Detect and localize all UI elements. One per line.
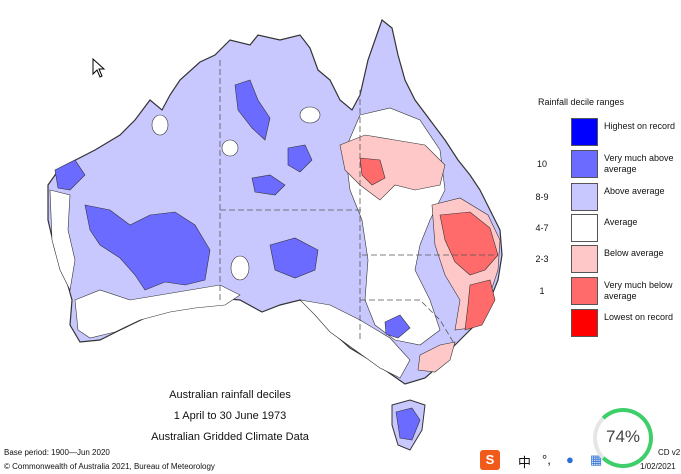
legend-label: Very much above average bbox=[604, 153, 674, 174]
legend-swatch bbox=[571, 245, 598, 273]
white-patch-1 bbox=[221, 139, 239, 157]
battery-percent-badge[interactable]: 74% bbox=[593, 408, 653, 468]
very-much-above-pilbara bbox=[54, 159, 86, 191]
legend-item: 4-7 Average bbox=[520, 214, 680, 242]
caption-title: Australian rainfall deciles bbox=[169, 389, 291, 401]
white-patch-4 bbox=[151, 114, 169, 136]
legend-item: 2-3 Below average bbox=[520, 245, 680, 273]
caption-period: 1 April to 30 June 1973 bbox=[173, 410, 287, 422]
sogou-ime-icon[interactable]: S bbox=[480, 450, 500, 470]
legend-label: Highest on record bbox=[604, 121, 676, 131]
legend-swatch bbox=[571, 214, 598, 242]
base-period: Base period: 1900—Jun 2020 bbox=[4, 448, 110, 457]
legend-label: Very much below average bbox=[604, 280, 673, 301]
legend-item: Highest on record bbox=[520, 118, 680, 146]
below-average-vic bbox=[417, 341, 456, 373]
ime-toolbar: S 中 °, ● ▦ ■ bbox=[470, 448, 681, 474]
very-much-above-nt1 bbox=[234, 79, 271, 141]
white-patch-2 bbox=[299, 106, 321, 124]
very-much-below-qld bbox=[359, 157, 386, 186]
legend-item: 10 Very much above average bbox=[520, 150, 680, 178]
very-much-above-sa bbox=[269, 237, 319, 279]
legend-swatch bbox=[571, 277, 598, 305]
copyright: © Commonwealth of Australia 2021, Bureau… bbox=[4, 462, 215, 471]
legend-swatch bbox=[571, 309, 598, 337]
very-much-above-vic bbox=[384, 314, 411, 339]
legend-item: 8-9 Above average bbox=[520, 183, 680, 211]
date-fragment: 1/02/2021 bbox=[640, 462, 676, 471]
average-region-southeast bbox=[299, 299, 411, 379]
very-much-below-nsw bbox=[439, 211, 499, 276]
legend-label: Above average bbox=[604, 186, 665, 196]
tasmania-very-much-above bbox=[395, 407, 421, 441]
legend-range: 4-7 bbox=[535, 223, 549, 233]
microphone-icon[interactable]: ● bbox=[566, 452, 574, 467]
white-patch-3 bbox=[230, 255, 250, 281]
legend-item: 1 Very much below average bbox=[520, 277, 680, 305]
legend-label: Below average bbox=[604, 248, 664, 258]
mouse-cursor-icon bbox=[92, 58, 106, 78]
state-borders bbox=[219, 60, 498, 346]
legend-range: 8-9 bbox=[535, 192, 549, 202]
legend-title: Rainfall decile ranges bbox=[538, 97, 625, 107]
very-much-below-coast bbox=[464, 279, 496, 331]
legend-label: Lowest on record bbox=[604, 312, 674, 322]
legend-range: 10 bbox=[536, 159, 547, 169]
caption-dataset: Australian Gridded Climate Data bbox=[151, 431, 309, 443]
very-much-above-nt3 bbox=[251, 174, 286, 196]
legend-swatch bbox=[571, 150, 598, 178]
legend-range: 1 bbox=[539, 286, 545, 296]
ime-mode-toggle[interactable]: 中 bbox=[518, 455, 532, 470]
average-region-south bbox=[74, 284, 241, 339]
legend-swatch bbox=[571, 118, 598, 146]
punctuation-toggle[interactable]: °, bbox=[542, 452, 551, 467]
legend-swatch bbox=[571, 183, 598, 211]
legend-range: 2-3 bbox=[535, 254, 549, 264]
very-much-above-wa bbox=[84, 204, 211, 291]
version-fragment: CD v2 bbox=[658, 448, 681, 457]
below-average-qld bbox=[339, 134, 446, 201]
legend-item: Lowest on record bbox=[520, 309, 680, 337]
average-region-west bbox=[49, 189, 76, 291]
legend-label: Average bbox=[604, 217, 638, 227]
very-much-above-nt2 bbox=[287, 144, 313, 173]
